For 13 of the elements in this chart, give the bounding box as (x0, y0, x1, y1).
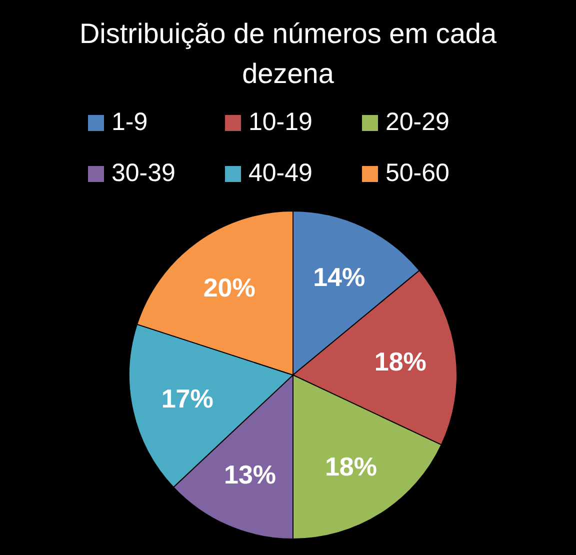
data-label: 17% (161, 384, 214, 414)
legend-label: 10-19 (248, 108, 312, 137)
legend-label: 1-9 (112, 108, 148, 137)
data-label: 20% (203, 272, 256, 302)
data-label: 13% (224, 459, 276, 490)
data-label: 14% (313, 262, 366, 292)
legend-label: 20-29 (386, 108, 450, 137)
legend-label: 50-60 (386, 159, 450, 188)
data-label: 18% (374, 346, 426, 376)
data-label: 18% (324, 451, 378, 482)
legend-label: 30-39 (112, 159, 176, 188)
chart-title: Distribuição de números em cada dezena (78, 17, 498, 91)
legend-label: 40-49 (248, 159, 312, 188)
